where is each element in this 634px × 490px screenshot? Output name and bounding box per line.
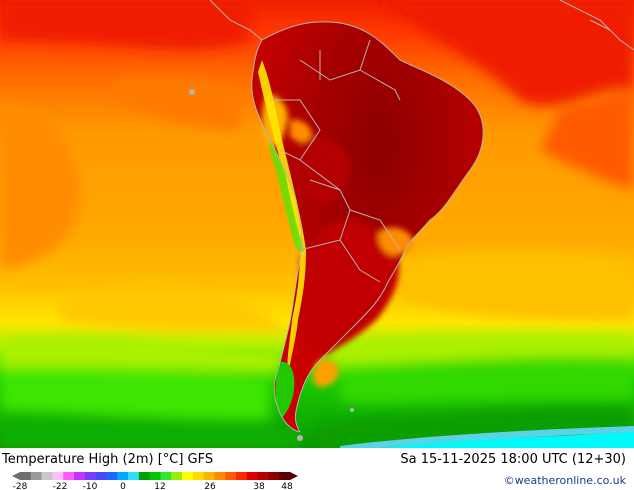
legend-tick-label: 48 (281, 482, 293, 490)
valid-time: Sa 15-11-2025 18:00 UTC (12+30) (400, 452, 626, 467)
credit-link[interactable]: ©weatheronline.co.uk (503, 474, 626, 487)
country-borders (209, 0, 634, 433)
cold-water-band (380, 432, 634, 448)
legend-color-swatch (246, 472, 258, 480)
land-temperature-detail (261, 95, 414, 387)
map-title: Temperature High (2m) [°C] GFS (2, 452, 214, 467)
patagonia-green (275, 361, 295, 418)
legend-color-swatch (279, 472, 291, 480)
legend-color-swatch (171, 472, 183, 480)
legend-color-swatch (236, 472, 248, 480)
legend-color-swatch (95, 472, 107, 480)
legend-color-swatch (257, 472, 269, 480)
legend-arrow-low (12, 472, 20, 480)
islands (189, 89, 354, 441)
temperature-map (0, 0, 634, 448)
legend-color-swatch (84, 472, 96, 480)
legend-tick-label: -22 (53, 482, 68, 490)
legend-color-swatch (63, 472, 75, 480)
legend-tick-label: -28 (13, 482, 28, 490)
legend-color-swatch (74, 472, 86, 480)
legend-tick-label: 12 (154, 482, 165, 490)
ocean-temperature-blobs (0, 0, 634, 448)
legend-tick-label: 38 (253, 482, 265, 490)
legend-color-swatch (117, 472, 129, 480)
legend-color-swatch (138, 472, 150, 480)
legend-tick-label: 26 (204, 482, 216, 490)
legend-color-swatch (203, 472, 215, 480)
legend-color-swatch (268, 472, 280, 480)
legend-color-swatch (20, 472, 32, 480)
legend-color-swatch (149, 472, 161, 480)
legend-color-swatch (192, 472, 204, 480)
legend-color-swatch (41, 472, 53, 480)
legend-color-swatch (214, 472, 226, 480)
andes-cool-strip (258, 60, 306, 376)
legend-color-swatch (182, 472, 194, 480)
color-legend: -28 -22 -10 0 12 26 38 48 (12, 472, 298, 490)
cold-water-band-edge (340, 426, 634, 448)
legend-color-swatch (52, 472, 64, 480)
legend-tick-label: 0 (120, 482, 126, 490)
legend-tick-label: -10 (83, 482, 98, 490)
andes-green-strip (269, 140, 304, 253)
map-footer: Temperature High (2m) [°C] GFS Sa 15-11-… (0, 448, 634, 490)
legend-arrow-high (290, 472, 298, 480)
legend-color-swatch (160, 472, 172, 480)
legend-color-swatch (30, 472, 42, 480)
legend-color-swatch (225, 472, 237, 480)
legend-color-swatch (106, 472, 118, 480)
legend-color-swatch (128, 472, 140, 480)
